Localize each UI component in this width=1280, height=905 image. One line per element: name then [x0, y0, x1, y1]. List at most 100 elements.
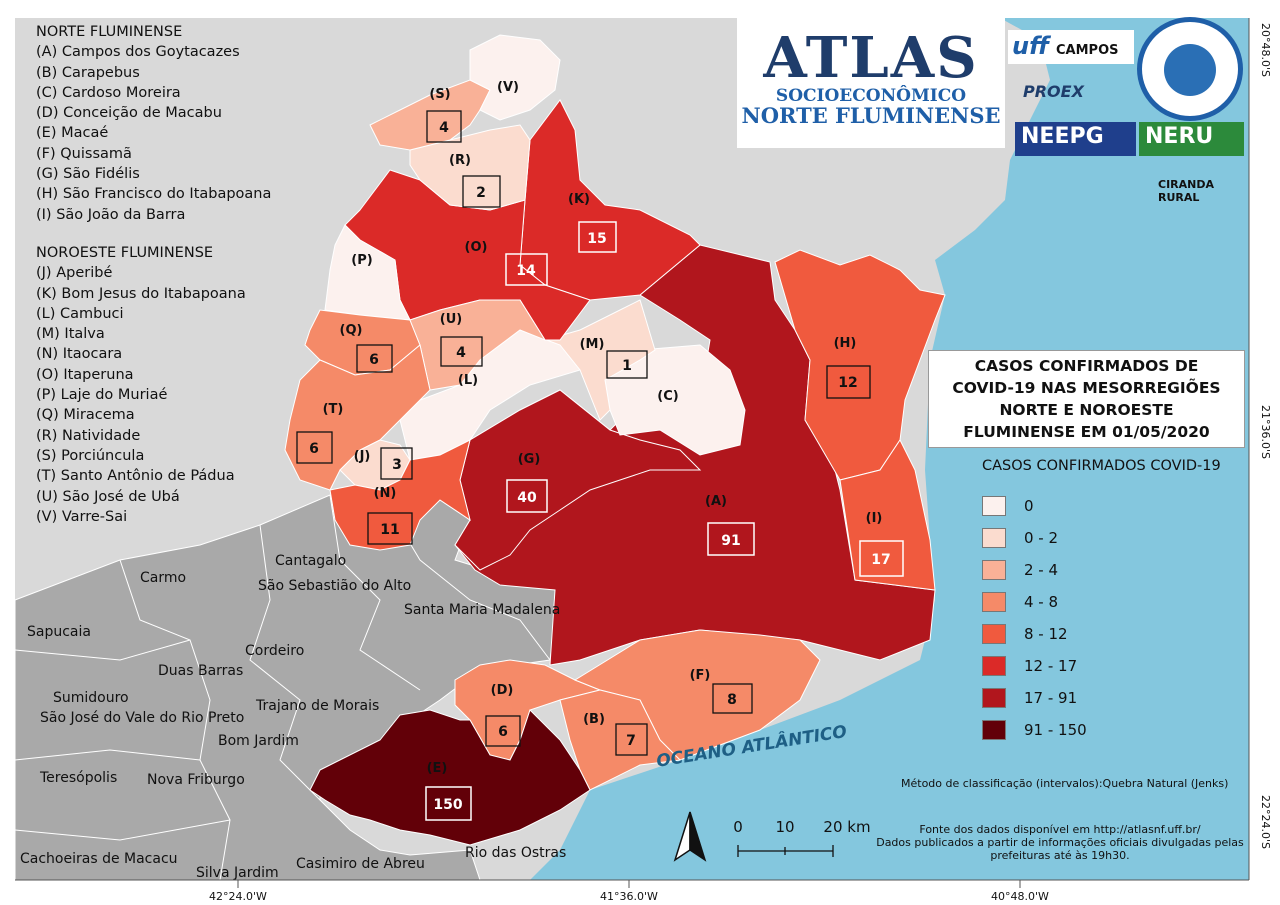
legend-class-label: 2 - 4: [1024, 561, 1059, 579]
noroeste-item: (O) Itaperuna: [36, 366, 134, 383]
scale-tick-20: 20 km: [823, 818, 870, 836]
neighbor-carmo: Carmo: [140, 570, 186, 586]
municipality-letter-labels: (A) (B) (C) (D) (E) (F) (G) (H) (I) (J) …: [323, 80, 883, 776]
cases-t: 6: [309, 441, 319, 457]
polygon-g-sao-fidelis: [454, 389, 702, 571]
polygon-b-carapebus: [559, 689, 682, 791]
legend-swatch: [982, 624, 1006, 644]
label-i: (I): [866, 511, 883, 526]
neru-logo: NERU: [1139, 122, 1244, 156]
data-source: Fonte dos dados disponível em http://atl…: [876, 823, 1244, 862]
legend-class-row: 12 - 17: [982, 650, 1087, 682]
cases-b: 7: [626, 733, 636, 749]
noroeste-item: (V) Varre-Sai: [36, 508, 128, 525]
label-v: (V): [497, 80, 519, 95]
lat-mid: 21°36.0'S: [1259, 405, 1272, 459]
cases-m: 1: [622, 358, 632, 374]
cases-f: 8: [727, 692, 737, 708]
cases-q: 6: [369, 352, 379, 368]
label-g: (G): [518, 452, 541, 467]
legend-class-row: 4 - 8: [982, 586, 1087, 618]
legend-class-row: 17 - 91: [982, 682, 1087, 714]
cases-k: 15: [587, 231, 606, 247]
cases-g: 40: [517, 490, 537, 506]
case-boxes-dark: [296, 110, 871, 756]
legend-swatch: [982, 688, 1006, 708]
legend-swatch: [982, 560, 1006, 580]
label-p: (P): [351, 253, 372, 268]
map-title: CASOS CONFIRMADOS DE COVID-19 NAS MESORR…: [928, 350, 1245, 448]
atlas-region: NORTE FLUMINENSE: [741, 103, 1001, 128]
case-values: 2 4 4 6 6 3 1 12 11 8 7 6 15 14 40 91 17…: [309, 120, 891, 813]
legend-class-label: 4 - 8: [1024, 593, 1059, 611]
label-t: (T): [323, 402, 344, 417]
norte-item: (A) Campos dos Goytacazes: [36, 44, 240, 61]
neighbor-cordeiro: Cordeiro: [245, 643, 304, 659]
neighbor-bom-jardim: Bom Jardim: [218, 733, 299, 749]
lat-top: 20°48.0'S: [1259, 23, 1272, 77]
legend-class-label: 0 - 2: [1024, 529, 1059, 547]
atlas-logo: ATLAS SOCIOECONÔMICO NORTE FLUMINENSE: [737, 17, 1005, 148]
polygon-i-sao-joao-barra: [839, 439, 936, 591]
atlas-subtitle: SOCIOECONÔMICO: [775, 86, 967, 106]
polygon-c-cardoso-moreira: [604, 344, 746, 456]
noroeste-item: (N) Itaocara: [36, 346, 123, 363]
norte-item: (C) Cardoso Moreira: [36, 84, 181, 101]
norte-item: (I) São João da Barra: [36, 206, 186, 223]
municipality-index: NORTE FLUMINENSE (A) Campos dos Goytacaz…: [36, 22, 271, 527]
label-q: (Q): [340, 323, 363, 338]
norte-item: (D) Conceição de Macabu: [36, 105, 222, 122]
neighbor-labels: Cantagalo São Sebastião do Alto Carmo Sa…: [20, 553, 566, 881]
cases-s: 4: [439, 120, 449, 136]
noroeste-item: (P) Laje do Muriaé: [36, 387, 168, 404]
neighbor-cantagalo: Cantagalo: [275, 553, 346, 569]
legend-swatch: [982, 656, 1006, 676]
scale-tick-10: 10: [775, 818, 794, 836]
neighbor-sao-sebastiao: São Sebastião do Alto: [258, 578, 411, 594]
neighbor-nova-friburgo: Nova Friburgo: [147, 772, 245, 788]
legend-class-row: 91 - 150: [982, 714, 1087, 746]
legend-swatch: [982, 528, 1006, 548]
neighbor-rio-das-ostras: Rio das Ostras: [465, 845, 566, 861]
legend-swatch: [982, 496, 1006, 516]
legend-class-label: 8 - 12: [1024, 625, 1068, 643]
norte-item: (E) Macaé: [36, 125, 109, 142]
label-a: (A): [705, 494, 727, 509]
noroeste-item: (K) Bom Jesus do Itabapoana: [36, 285, 246, 302]
label-u: (U): [440, 312, 462, 327]
noroeste-item: (S) Porciúncula: [36, 447, 145, 464]
cases-e: 150: [433, 797, 462, 813]
neighbor-borders: [14, 494, 551, 881]
legend-class-label: 91 - 150: [1024, 721, 1087, 739]
label-h: (H): [834, 336, 857, 351]
label-s: (S): [429, 87, 450, 102]
classification-method: Método de classificação (intervalos):Que…: [901, 777, 1229, 790]
scale-bar: 0 10 20 km: [733, 818, 871, 857]
norte-item: (F) Quissamã: [36, 145, 132, 162]
ocean: [530, 18, 1249, 880]
label-d: (D): [491, 683, 514, 698]
lon-mid: 41°36.0'W: [600, 890, 658, 903]
legend-swatch: [982, 592, 1006, 612]
ciranda-rural-logo: CIRANDA RURAL: [1158, 178, 1214, 204]
polygon-n-itaocara: [329, 439, 471, 551]
legend-swatch: [982, 720, 1006, 740]
legend-class-row: 0 - 2: [982, 522, 1087, 554]
neighbor-sao-jose-vale: São José do Vale do Rio Preto: [40, 710, 244, 726]
neighbor-duas-barras: Duas Barras: [158, 663, 243, 679]
class-legend: 0 0 - 2 2 - 4 4 - 8 8 - 12 12 - 17 17 - 91 91 -…: [982, 490, 1087, 746]
neighbor-silva-jardim: Silva Jardim: [196, 865, 279, 881]
norte-item: (H) São Francisco do Itabapoana: [36, 186, 272, 203]
norte-item: (B) Carapebus: [36, 64, 140, 81]
label-b: (B): [583, 712, 605, 727]
noroeste-item: (T) Santo Antônio de Pádua: [36, 468, 235, 485]
legend-class-label: 12 - 17: [1024, 657, 1078, 675]
cases-n: 11: [380, 522, 399, 538]
north-arrow-icon: [673, 811, 707, 862]
noroeste-item: (M) Italva: [36, 326, 105, 343]
noroeste-item: (J) Aperibé: [36, 265, 113, 282]
case-boxes-light: [425, 221, 904, 821]
polygon-t-santo-antonio: [284, 344, 431, 491]
legend-class-row: 2 - 4: [982, 554, 1087, 586]
polygon-m-italva: [543, 299, 656, 421]
